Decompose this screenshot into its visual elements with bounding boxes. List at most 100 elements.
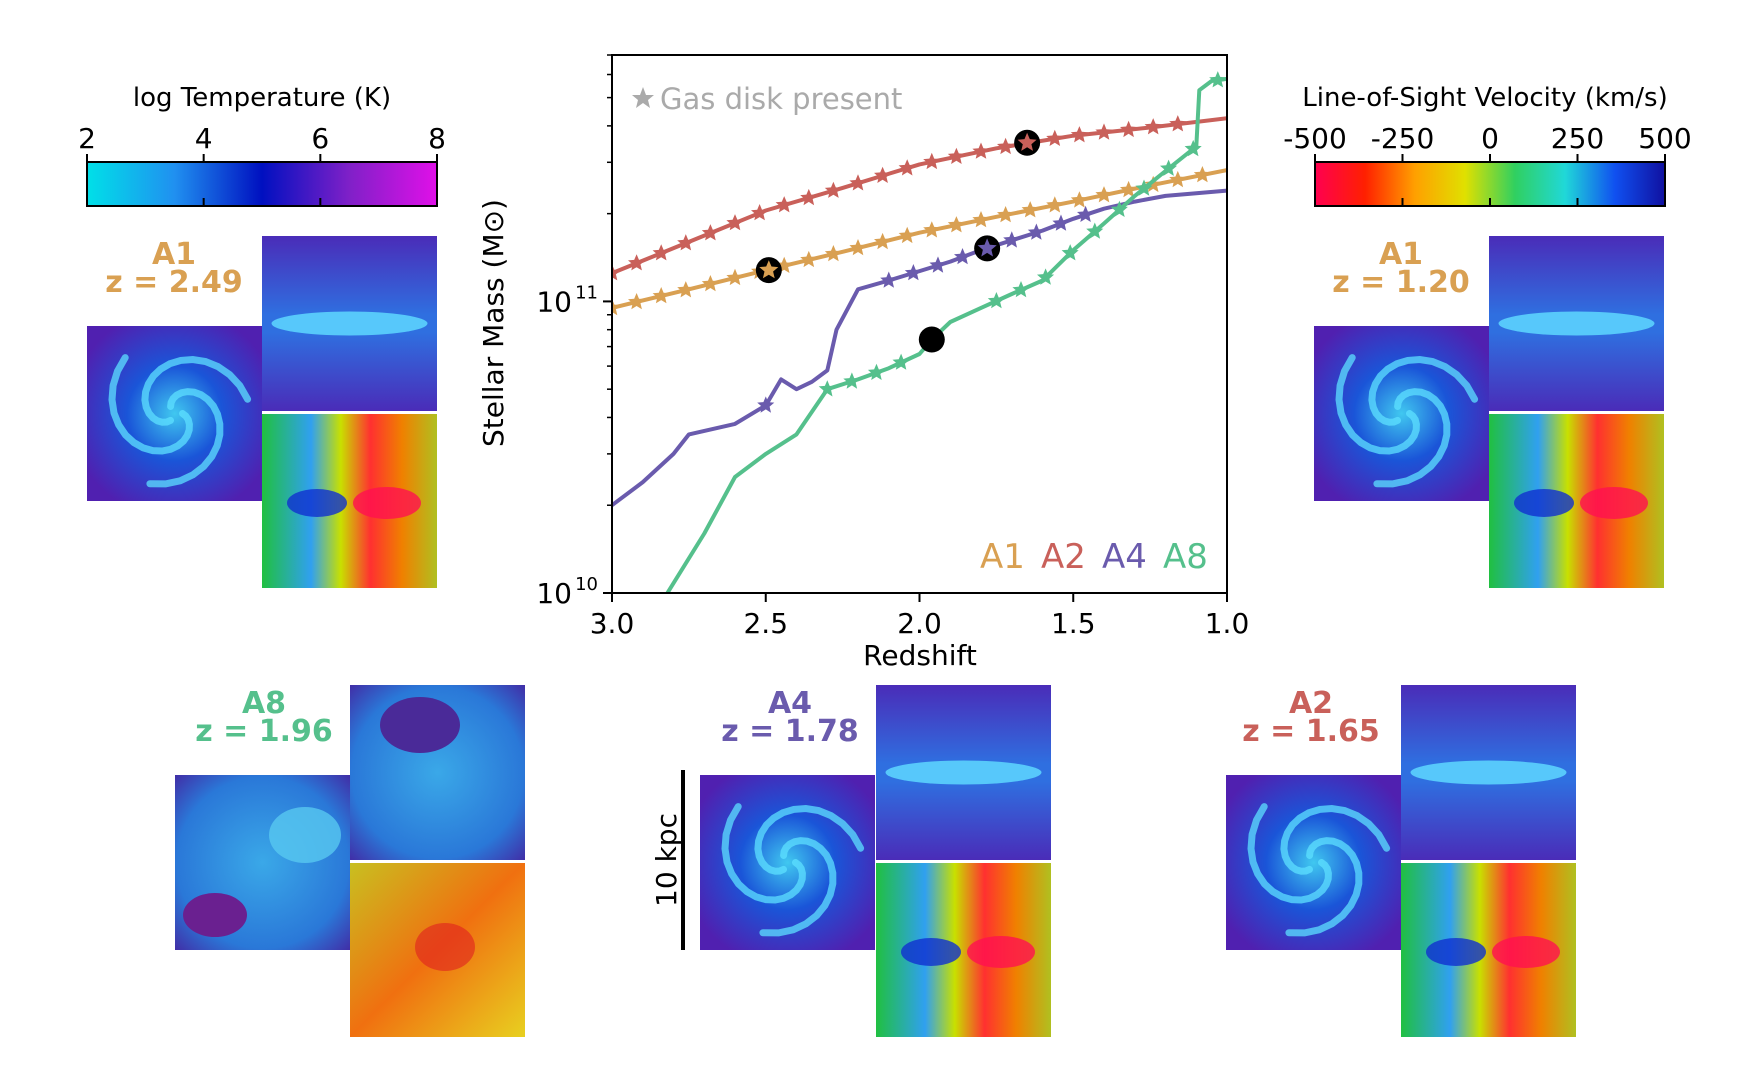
gas-disk-star-marker-a8 [867, 363, 885, 380]
gas-disk-star-marker-a4 [1003, 231, 1021, 248]
panel-galaxy-name: A1 [1379, 237, 1423, 272]
approaching-gas-shape [287, 489, 347, 517]
highlight-marker-a8 [918, 326, 945, 353]
gas-disk-star-marker-a4 [954, 248, 972, 265]
gas-disk-star-marker-a1 [1070, 191, 1088, 208]
temperature-colorbar-bar [86, 161, 438, 207]
plot-series [612, 71, 1227, 593]
gas-disk-star-marker-a2 [1120, 120, 1138, 138]
panel-galaxy-name: A4 [768, 686, 812, 721]
scale-bar-label: 10 kpc [650, 813, 683, 907]
gas-disk-star-marker-a1 [726, 268, 744, 286]
temperature-tick-label: 2 [78, 122, 96, 155]
spiral-arm-shape [146, 388, 224, 488]
y-tick-label-exponent: 11 [575, 282, 598, 303]
hot-gas-region-shape [183, 893, 247, 937]
highlight-star-a1 [759, 260, 779, 279]
gas-disk-annotation-text: Gas disk present [660, 82, 902, 116]
x-axis-label: Redshift [863, 639, 977, 672]
series-line-a4 [612, 188, 1227, 507]
gas-disk-star-marker-a1 [677, 281, 695, 298]
gas-disk-star-marker-a4 [880, 271, 898, 288]
gas-disk-star-marker-a4 [904, 264, 922, 281]
x-tick-label: 3.0 [590, 607, 635, 640]
gas-disk-annotation: Gas disk present [632, 82, 902, 116]
y-tick-label-exponent: 10 [575, 574, 598, 595]
spiral-arm-shape [1368, 355, 1479, 426]
spiral-arm-shape [108, 354, 193, 455]
spiral-arm-shape [1280, 804, 1391, 875]
panel-redshift: z = 1.20 [1332, 265, 1470, 300]
gas-disk-star-marker-a2 [997, 137, 1015, 155]
receding-gas-shape [415, 923, 475, 971]
temperature-tick-label: 4 [195, 122, 213, 155]
gas-disk-star-marker-a8 [843, 372, 861, 389]
gas-disk-star-marker-a1 [849, 239, 867, 256]
gas-disk-star-marker-a1 [612, 298, 621, 316]
gas-disk-star-marker-a8 [1086, 222, 1104, 239]
gas-disk-star-marker-a8 [1135, 179, 1153, 196]
spiral-arm-shape [754, 804, 865, 875]
gas-disk-star-marker-a1 [972, 211, 990, 228]
gas-disk-star-marker-a4 [1027, 223, 1045, 240]
spiral-arm-shape [759, 837, 837, 937]
gas-disk-star-marker-a8 [1209, 71, 1227, 88]
star-icon [632, 87, 654, 108]
y-axis-label: Stellar Mass (M⊙) [477, 199, 510, 447]
gas-disk-star-marker-a2 [677, 234, 695, 251]
edge-on-disk-shape [1498, 311, 1655, 336]
panel-redshift: z = 1.96 [195, 714, 333, 749]
legend: A1 A2 A4 A8 [980, 537, 1208, 577]
gas-disk-star-marker-a1 [701, 275, 719, 292]
gas-disk-star-marker-a2 [628, 254, 646, 271]
panel-galaxy-name: A8 [242, 686, 286, 721]
gas-disk-star-marker-a2 [898, 159, 916, 176]
gas-disk-star-marker-a8 [892, 353, 910, 370]
receding-gas-shape [1580, 487, 1648, 519]
panel-redshift: z = 1.65 [1242, 714, 1380, 749]
gas-disk-star-marker-a2 [849, 174, 867, 191]
cold-gas-clump-shape [269, 807, 341, 863]
receding-gas-shape [353, 487, 421, 519]
highlight-star-a2 [1017, 132, 1037, 151]
gas-disk-star-marker-a1 [652, 287, 670, 304]
velocity-tick-label: -250 [1371, 122, 1435, 155]
velocity-colorbar-ticks: -500 -250 0 250 500 [1283, 122, 1692, 206]
gas-disk-star-marker-a8 [1012, 281, 1030, 298]
panel-redshift: z = 1.78 [721, 714, 859, 749]
spiral-arm-shape [1373, 388, 1451, 488]
gas-disk-star-marker-a1 [923, 221, 941, 238]
gas-disk-star-marker-a4 [1077, 205, 1095, 222]
gas-disk-star-marker-a2 [1046, 129, 1064, 146]
velocity-colorbar-label: Line-of-Sight Velocity (km/s) [1302, 83, 1667, 113]
x-tick-label: 1.0 [1205, 607, 1250, 640]
legend-entry-a1: A1 [980, 537, 1025, 577]
gas-disk-star-marker-a1 [1120, 180, 1138, 198]
receding-gas-shape [1492, 936, 1560, 968]
gas-disk-star-marker-a8 [987, 292, 1005, 309]
gas-disk-star-marker-a8 [818, 380, 836, 397]
x-tick-label: 2.0 [897, 607, 942, 640]
gas-disk-star-marker-a2 [612, 264, 621, 281]
gas-disk-star-marker-a1 [947, 216, 965, 233]
edge-on-disk-shape [885, 760, 1042, 785]
temperature-tick-label: 8 [428, 122, 446, 155]
panel-galaxy-name: A1 [152, 237, 196, 272]
gas-disk-star-marker-a2 [874, 166, 892, 183]
gas-disk-star-marker-a8 [1184, 139, 1202, 157]
temperature-colorbar-ticks: 2 4 6 8 [78, 122, 446, 206]
gas-disk-star-marker-a2 [652, 244, 670, 261]
gas-disk-star-marker-a1 [874, 232, 892, 250]
gas-disk-star-marker-a1 [1046, 196, 1064, 213]
gas-disk-star-marker-a1 [1095, 186, 1113, 203]
velocity-tick-label: 250 [1551, 122, 1604, 155]
velocity-tick-label: -500 [1283, 122, 1347, 155]
plot-frame [611, 54, 1228, 594]
scale-bar: 10 kpc [650, 770, 685, 950]
approaching-gas-shape [1426, 938, 1486, 966]
temperature-colorbar-label: log Temperature (K) [133, 83, 391, 113]
